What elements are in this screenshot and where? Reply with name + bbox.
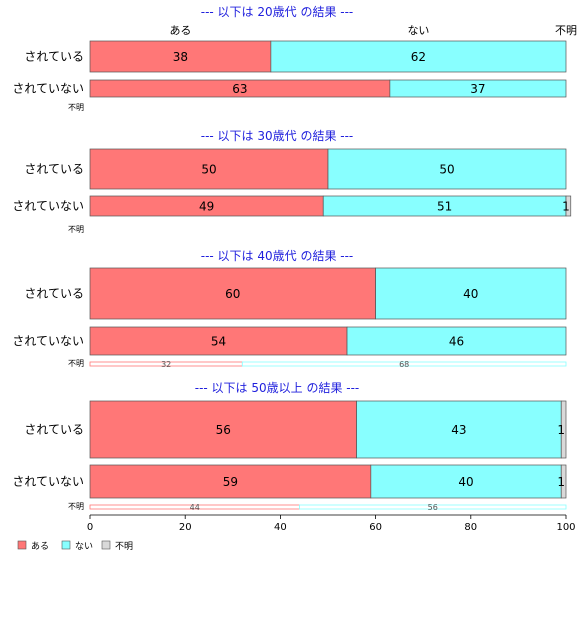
bar-segment-ない (356, 400, 562, 459)
legend-swatch-1 (17, 540, 27, 550)
bar-segment-ある (89, 40, 272, 73)
row-label: されている (24, 162, 84, 176)
bar-segment-ない (375, 267, 567, 320)
data-label: 40 (463, 287, 478, 301)
x-tick-label: 100 (556, 522, 575, 533)
bar-segment-不明 (565, 195, 572, 217)
bar-segment-ある (89, 267, 376, 320)
bar-segment-ない (389, 79, 567, 98)
bar-segment-ある (89, 326, 348, 356)
row-label: されていない (12, 475, 84, 489)
data-label: 62 (411, 50, 426, 64)
legend-label-3: 不明 (115, 541, 133, 552)
bar-segment-ない (270, 40, 567, 73)
x-tick-label: 40 (274, 522, 287, 533)
data-label: 51 (437, 200, 452, 214)
data-label: 43 (451, 423, 466, 437)
data-label: 60 (225, 287, 240, 301)
group-title-2: --- 以下は 30歳代 の結果 --- (201, 129, 354, 143)
data-label: 46 (449, 335, 464, 349)
group-title-4: --- 以下は 50歳以上 の結果 --- (195, 381, 360, 395)
legend-label-2: ない (75, 541, 93, 552)
row-label: 不明 (68, 225, 84, 234)
data-label: 63 (232, 82, 247, 96)
bar-segment-ない (370, 464, 562, 499)
data-label: 54 (211, 335, 226, 349)
bar-segment-ない (241, 361, 567, 367)
row-label: されている (24, 50, 84, 64)
x-tick-label: 60 (369, 522, 382, 533)
legend-label-1: ある (31, 541, 49, 552)
row-label: 不明 (68, 359, 84, 368)
legend-swatch-3 (101, 540, 111, 550)
data-label: 56 (428, 503, 438, 512)
data-label: 1 (557, 423, 565, 437)
row-label: されている (24, 423, 84, 437)
bar-segment-不明 (560, 464, 567, 499)
bar-segment-ある (89, 148, 329, 190)
bar-segment-ない (327, 148, 567, 190)
data-label: 37 (470, 82, 485, 96)
data-label: 32 (161, 360, 171, 369)
row-label: 不明 (68, 103, 84, 112)
bar-segment-ない (346, 326, 567, 356)
bar-segment-ある (89, 400, 357, 459)
row-label: されていない (12, 334, 84, 348)
data-label: 68 (399, 360, 409, 369)
x-tick-label: 80 (464, 522, 477, 533)
legend-swatch-2 (61, 540, 71, 550)
bar-segment-ある (89, 464, 372, 499)
data-label: 50 (201, 163, 216, 177)
data-label: 50 (439, 163, 454, 177)
bar-segment-不明 (560, 400, 567, 459)
data-label: 1 (557, 475, 565, 489)
group-title-3: --- 以下は 40歳代 の結果 --- (201, 249, 354, 263)
top-label-1: ある (169, 24, 191, 37)
row-label: されている (24, 287, 84, 301)
data-label: 59 (223, 475, 238, 489)
data-label: 44 (190, 503, 200, 512)
group-title-1: --- 以下は 20歳代 の結果 --- (201, 5, 354, 19)
data-label: 40 (458, 475, 473, 489)
data-label: 38 (173, 50, 188, 64)
data-label: 1 (562, 200, 570, 214)
top-label-2: ない (407, 24, 429, 37)
x-tick-label: 20 (179, 522, 192, 533)
x-tick-label: 0 (87, 522, 93, 533)
top-label-3: 不明 (555, 24, 577, 37)
data-label: 56 (216, 423, 231, 437)
row-label: 不明 (68, 502, 84, 511)
row-label: されていない (12, 82, 84, 96)
bar-segment-ない (299, 504, 567, 510)
row-label: されていない (12, 199, 84, 213)
data-label: 49 (199, 200, 214, 214)
